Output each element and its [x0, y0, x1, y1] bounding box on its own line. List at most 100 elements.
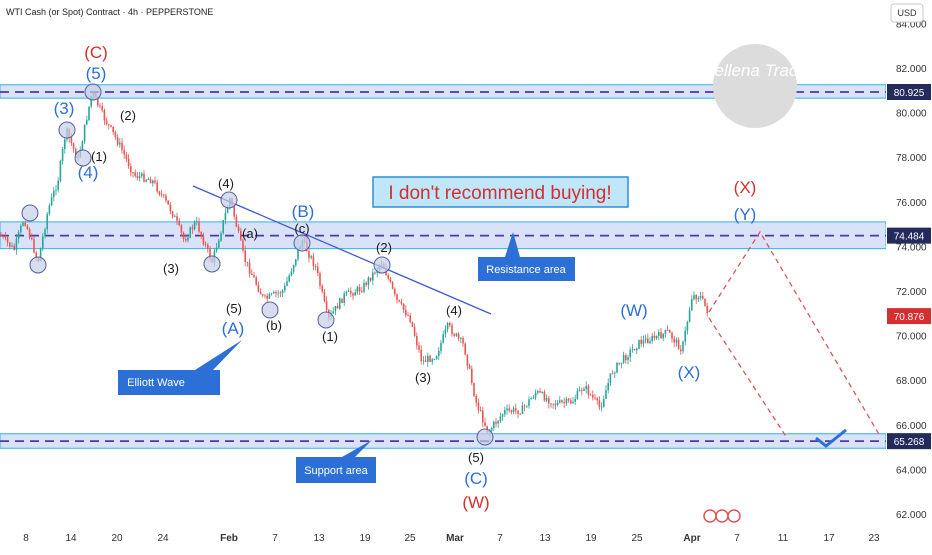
candle-body [462, 338, 464, 344]
candle-body [275, 292, 277, 294]
candle-body [435, 355, 438, 360]
candle-body [46, 214, 48, 230]
candle-body [279, 292, 282, 294]
candle-body [248, 262, 251, 274]
candle-body [332, 311, 334, 314]
candle-body [70, 137, 73, 144]
candle-body [570, 400, 572, 404]
candle-body [545, 398, 548, 401]
candle-body [693, 295, 695, 300]
candle-body [631, 349, 634, 350]
candle-body [633, 349, 636, 351]
currency-button[interactable] [890, 3, 924, 23]
candle-body [262, 294, 264, 296]
candle-body [237, 226, 240, 231]
candle-body [629, 349, 631, 358]
candle-body [88, 106, 90, 120]
price-tick: 74.000 [896, 242, 927, 253]
candle-body [317, 266, 319, 274]
wave-label: (4) [78, 163, 99, 182]
candle-body [699, 296, 702, 299]
candle-body [501, 414, 504, 417]
tv-logo-icon [703, 509, 741, 523]
candle-body [61, 148, 64, 162]
trend-line[interactable] [192, 185, 492, 315]
candle-body [515, 408, 517, 411]
candle-body [576, 391, 579, 399]
candle-body [145, 179, 147, 182]
candle-body [618, 362, 620, 364]
time-axis-bg [0, 528, 886, 550]
candle-body [561, 400, 563, 403]
candle-body [616, 362, 618, 373]
wave-marker [58, 121, 76, 139]
candle-body [292, 265, 295, 272]
wave-label: (b) [266, 318, 282, 333]
candle-body [446, 322, 449, 330]
candle-body [682, 341, 684, 352]
price-tag-label: 70.876 [894, 312, 925, 323]
candle-body [638, 339, 640, 349]
candle-body [596, 398, 598, 401]
wave-marker [261, 301, 279, 319]
wave-label: (3) [163, 261, 179, 276]
price-tick: 72.000 [896, 287, 927, 298]
candle-body [420, 349, 422, 362]
candle-body [396, 294, 398, 301]
candle-body [266, 295, 268, 299]
wave-label: (X) [734, 178, 757, 197]
candle-body [167, 200, 169, 205]
candle-body [4, 236, 7, 238]
candle-body [506, 408, 508, 411]
candle-body [653, 335, 656, 339]
candle-body [567, 398, 570, 401]
price-tag-label: 74.484 [894, 232, 925, 243]
candle-body [297, 249, 299, 260]
time-tick: Feb [220, 533, 238, 544]
candle-body [207, 244, 209, 249]
time-axis[interactable]: 8 14 20 24 Feb 7 13 19 25 Mar 7 13 19 25 Apr 7 11 17 23 [0, 528, 886, 550]
candle-body [147, 179, 150, 181]
candle-body [290, 271, 293, 276]
candle-body [398, 300, 400, 302]
candle-body [369, 277, 372, 281]
candle-body [112, 126, 114, 133]
projection-path-alt[interactable] [708, 317, 788, 439]
projection-path-main[interactable] [708, 230, 881, 437]
wave-marker [74, 149, 92, 167]
candle-body [407, 315, 409, 317]
candle-body [504, 410, 506, 415]
wave-marker [29, 256, 47, 274]
candle-body [583, 389, 585, 391]
candle-body [409, 315, 411, 323]
candle-body [163, 194, 165, 196]
candle-body [490, 428, 493, 431]
candle-body [537, 390, 539, 393]
candle-body [658, 332, 660, 336]
wave-markers [21, 83, 494, 446]
candle-body [253, 274, 255, 278]
candle-body [178, 220, 180, 226]
wave-marker [220, 191, 238, 209]
candle-body [240, 230, 242, 241]
candle-body [44, 229, 46, 237]
price-tag-label: 80.925 [894, 88, 925, 99]
candle-body [108, 124, 110, 126]
wave-label: (3) [54, 99, 75, 118]
candle-body [413, 326, 416, 336]
candle-body [103, 110, 106, 121]
candle-body [429, 355, 431, 362]
candle-body [48, 205, 51, 215]
candle-body [255, 277, 257, 285]
candle-body [636, 348, 638, 351]
candle-body [528, 399, 530, 406]
candle-body [341, 298, 343, 303]
candle-body [589, 394, 592, 396]
candle-body [134, 172, 136, 176]
candle-body [105, 120, 108, 125]
candle-body [127, 158, 130, 167]
candle-body [585, 385, 587, 390]
wave-label: (1) [91, 149, 107, 164]
